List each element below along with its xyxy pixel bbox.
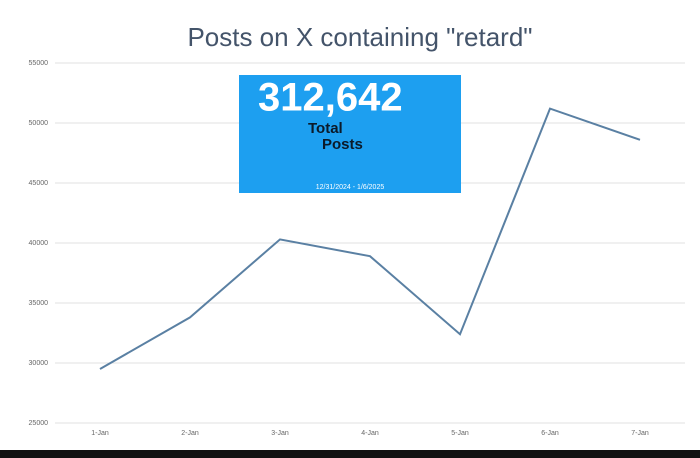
x-tick-label: 4-Jan: [361, 430, 379, 437]
bottom-bar: [0, 450, 700, 458]
annotation-dates: 12/31/2024 - 1/6/2025: [316, 184, 385, 191]
y-tick-label: 30000: [29, 360, 49, 367]
y-tick-label: 50000: [29, 120, 49, 127]
y-tick-label: 45000: [29, 180, 49, 187]
x-tick-label: 3-Jan: [271, 430, 289, 437]
data-line: [99, 107, 641, 370]
x-tick-label: 6-Jan: [541, 430, 559, 437]
annotation-label: Posts: [322, 136, 363, 153]
y-tick-label: 40000: [29, 240, 49, 247]
chart-title: Posts on X containing "retard": [187, 22, 532, 52]
y-tick-label: 35000: [29, 300, 49, 307]
annotation-total: 312,642: [258, 76, 403, 120]
x-tick-label: 2-Jan: [181, 430, 199, 437]
x-tick-label: 1-Jan: [91, 430, 109, 437]
annotation-label: Total: [308, 120, 343, 137]
y-tick-label: 25000: [29, 420, 49, 427]
annotation-background: [239, 75, 461, 193]
annotation-box: 312,642 Total Posts 12/31/2024 - 1/6/202…: [239, 75, 461, 193]
y-tick-label: 55000: [29, 60, 49, 67]
x-tick-label: 5-Jan: [451, 430, 469, 437]
x-tick-label: 7-Jan: [631, 430, 649, 437]
